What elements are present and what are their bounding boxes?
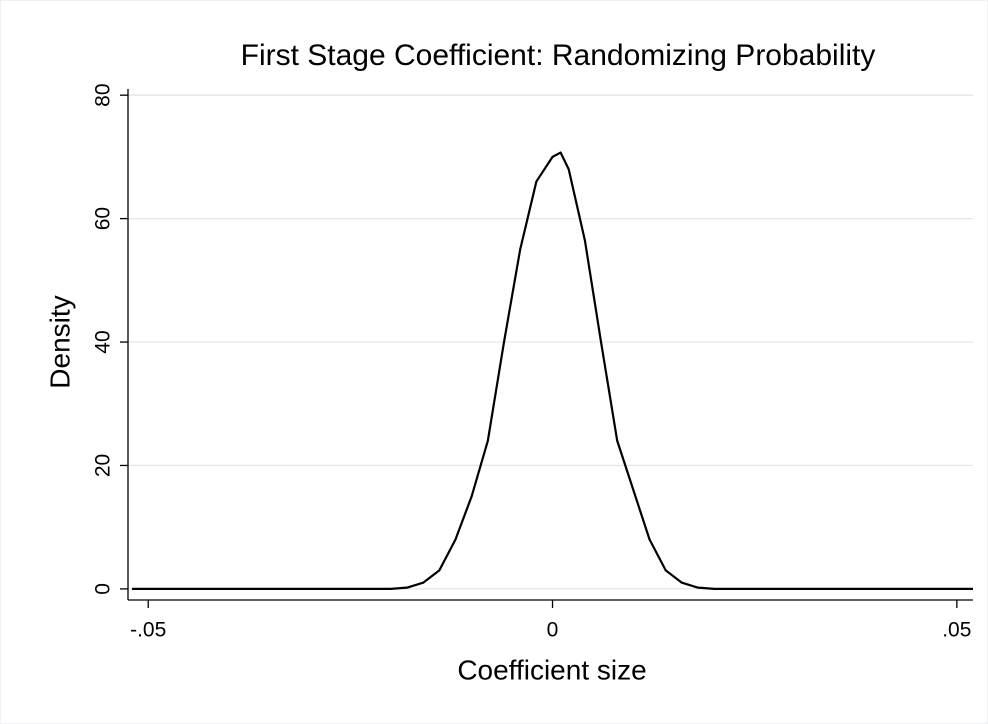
- y-axis-label: Density: [44, 295, 75, 388]
- density-line: [132, 151, 973, 590]
- y-tick-label: 20: [92, 454, 115, 477]
- x-tick-label: -.05: [130, 619, 166, 642]
- y-tick-label: 0: [92, 583, 115, 595]
- y-tick-label: 40: [92, 330, 115, 353]
- chart-title: First Stage Coefficient: Randomizing Pro…: [241, 39, 876, 72]
- y-tick-label: 80: [92, 83, 115, 106]
- x-axis-label: Coefficient size: [457, 654, 646, 685]
- x-tick-label: .05: [942, 619, 971, 642]
- y-tick-label: 60: [92, 207, 115, 230]
- x-tick-label: 0: [547, 619, 559, 642]
